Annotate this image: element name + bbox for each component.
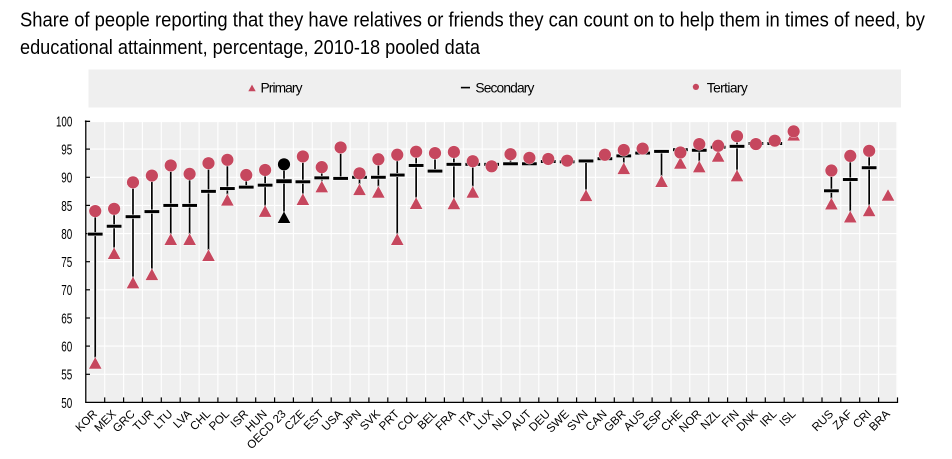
svg-text:60: 60	[61, 339, 72, 356]
svg-text:55: 55	[61, 367, 72, 384]
svg-text:Primary: Primary	[261, 80, 303, 95]
svg-text:Share of people reporting that: Share of people reporting that they have…	[20, 10, 925, 32]
svg-text:70: 70	[61, 282, 72, 299]
svg-text:85: 85	[61, 198, 72, 215]
svg-text:65: 65	[61, 310, 72, 327]
svg-text:95: 95	[61, 142, 72, 159]
svg-text:educational attainment, percen: educational attainment, percentage, 2010…	[20, 37, 481, 59]
svg-text:Tertiary: Tertiary	[707, 80, 748, 95]
svg-text:100: 100	[56, 113, 72, 130]
svg-text:90: 90	[61, 170, 72, 187]
svg-text:Secondary: Secondary	[475, 80, 534, 95]
svg-text:80: 80	[61, 226, 72, 243]
svg-text:50: 50	[61, 395, 72, 412]
svg-text:75: 75	[61, 254, 72, 271]
